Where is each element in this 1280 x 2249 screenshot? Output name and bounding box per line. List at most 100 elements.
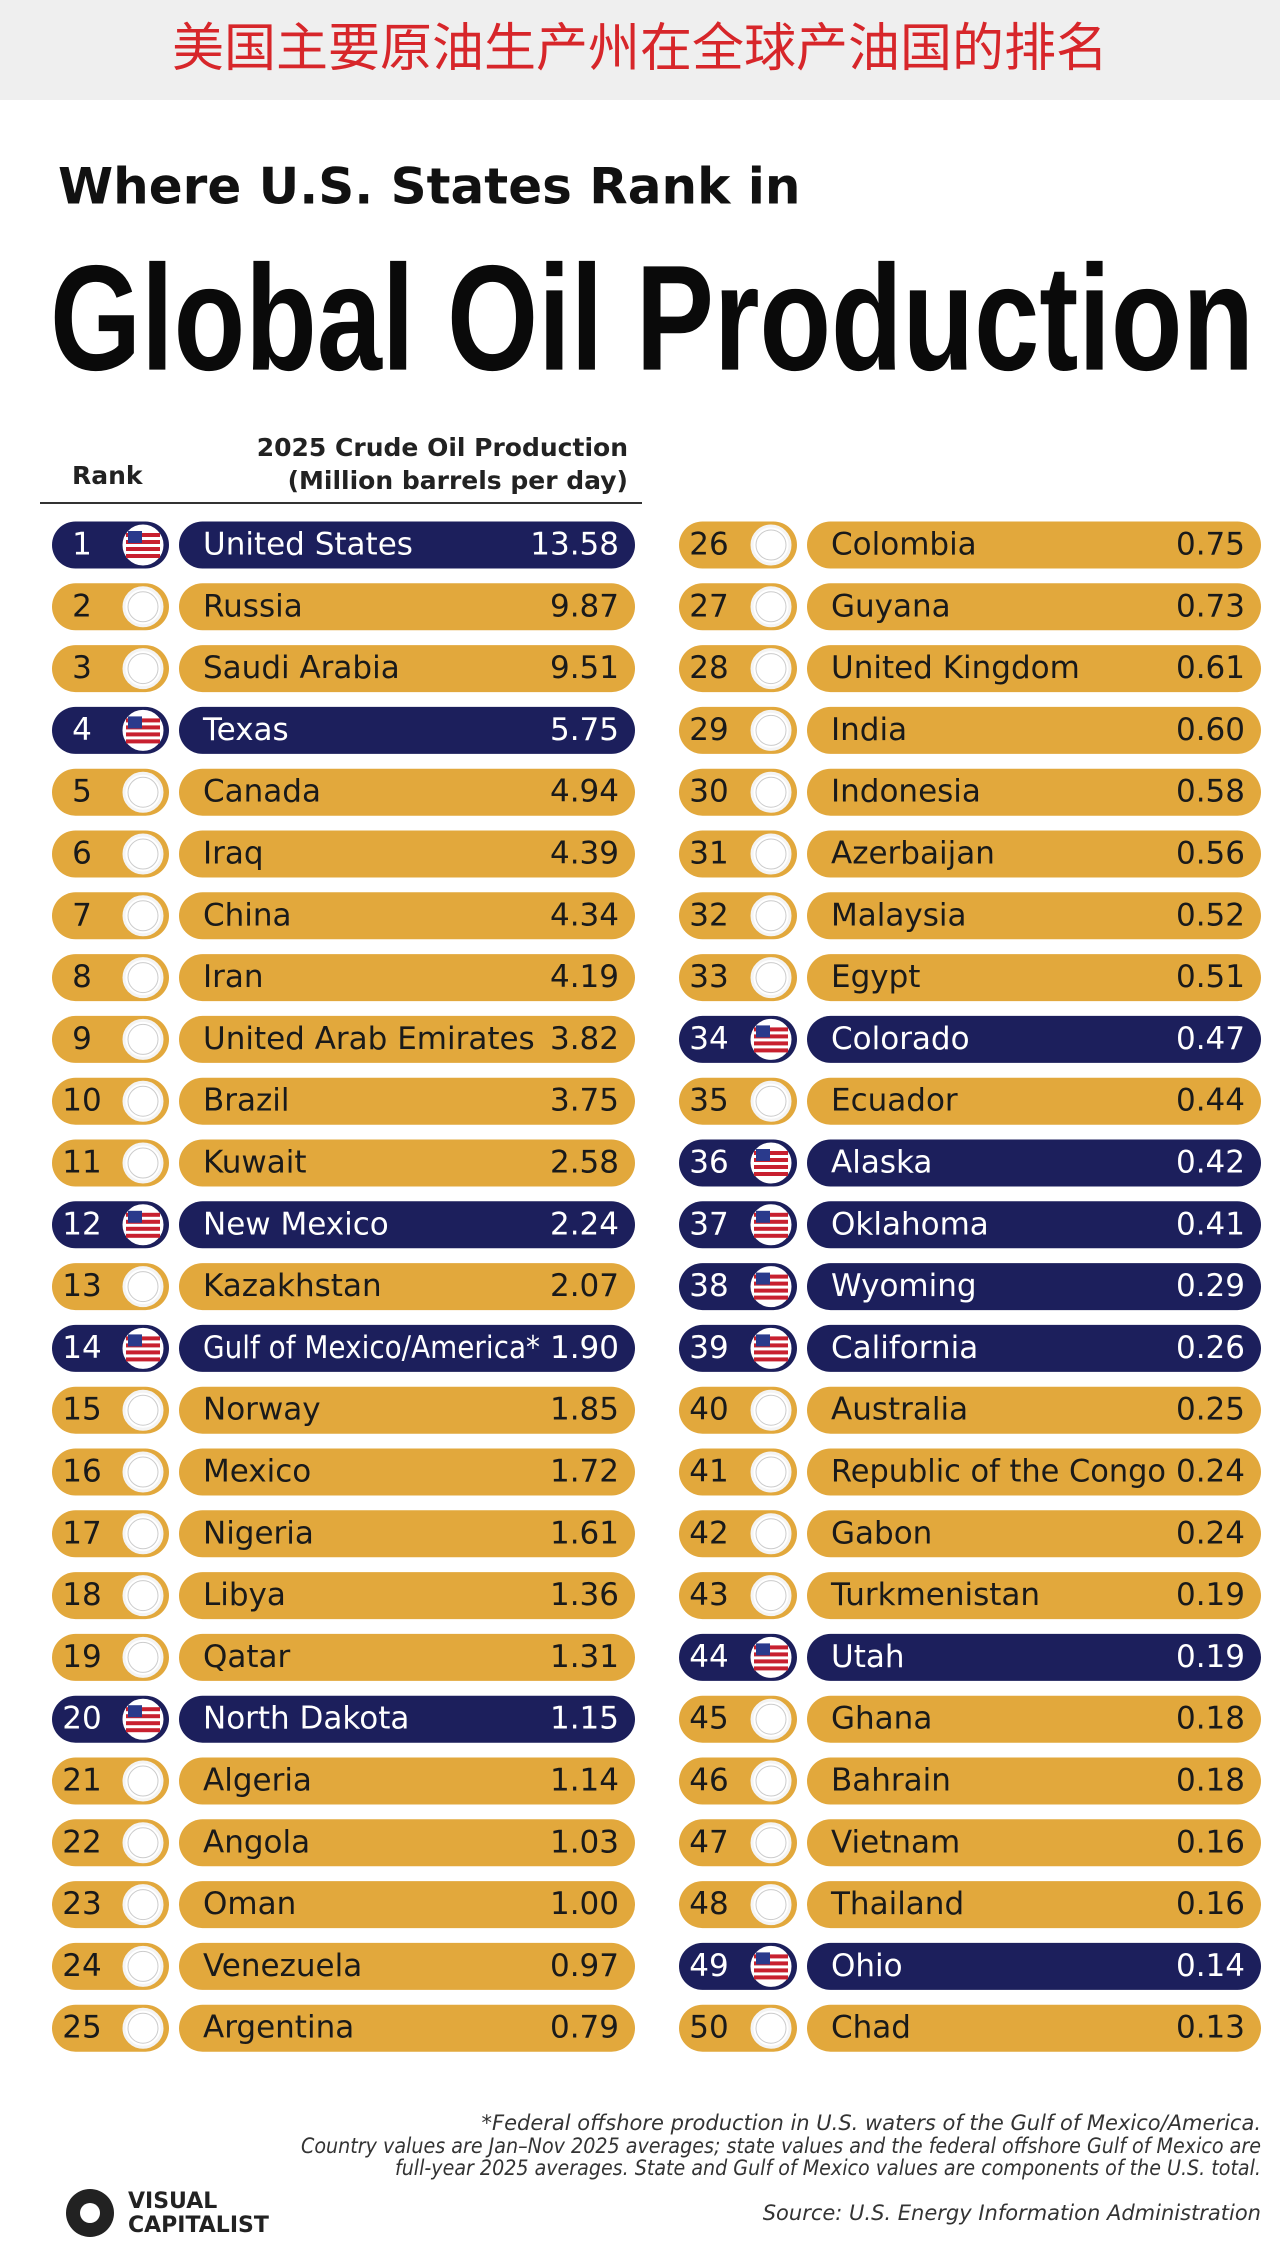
flag-stripe [126,547,160,551]
row: 30 0.58 Indonesia [679,768,1261,816]
rank: 15 [62,1392,101,1428]
row: 23 1.00 Oman [52,1881,635,1929]
rank: 1 [72,527,92,563]
value: 0.24 [1176,1515,1245,1551]
flag-inner [127,1023,159,1055]
flag [122,957,164,999]
flag-stripe [126,1219,160,1224]
value: 0.24 [1176,1454,1245,1490]
flag-inner [755,776,787,808]
flag-stripe [126,1336,160,1341]
value: 4.34 [550,897,619,933]
title-line1: Where U.S. States Rank in [58,158,801,216]
rank: 32 [689,897,728,933]
flag-inner [127,1827,159,1859]
flag-inner [127,1456,159,1488]
name: Nigeria [203,1515,314,1551]
name-pill [807,521,1261,569]
row: 12 2.24 New Mexico [52,1201,635,1249]
flag-stripe [754,1357,788,1362]
rank: 41 [689,1454,728,1490]
row: 20 1.15 North Dakota [52,1695,635,1743]
flag-stripe [126,739,160,744]
value: 0.16 [1176,1886,1245,1922]
flag-stripe [126,1212,160,1217]
rank: 2 [72,588,92,624]
name-pill [179,1633,635,1681]
source: Source: U.S. Energy Information Administ… [763,2201,1261,2225]
flag-stripe [754,1048,788,1053]
name-pill [179,1263,635,1311]
name: Ghana [831,1701,932,1737]
name-pill [807,1077,1261,1125]
name-pill [179,1201,635,1249]
flag-inner [755,1889,787,1921]
row: 35 0.44 Ecuador [679,1077,1261,1125]
rank: 36 [689,1145,728,1181]
rank: 8 [72,959,92,995]
value: 0.44 [1176,1083,1245,1119]
flag [750,1575,792,1617]
row: 45 0.18 Ghana [679,1695,1261,1743]
name-pill [179,1448,635,1496]
flag-canton [756,1025,770,1038]
name-pill [807,1386,1261,1434]
flag-stripe [126,1226,160,1231]
name-pill [807,2004,1261,2052]
name: Russia [203,588,303,624]
row: 22 1.03 Angola [52,1819,635,1867]
value: 0.52 [1176,897,1245,933]
row: 28 0.61 United Kingdom [679,645,1261,693]
flag [122,1575,164,1617]
name-pill [179,1819,635,1867]
flag-canton [756,1643,770,1656]
row: 41 0.24 Republic of the Congo [679,1448,1261,1496]
flag-stripe [126,718,160,723]
value: 1.14 [550,1763,619,1799]
name-pill [179,1572,635,1620]
name-pill [179,1015,635,1063]
flag [750,524,792,566]
value: 0.41 [1176,1206,1245,1242]
flag-inner [755,1580,787,1612]
title-line2: Global Oil Production [50,234,1254,402]
name-pill [807,1881,1261,1929]
flag [750,895,792,937]
flag-inner [127,1085,159,1117]
flag-stripe [754,1645,788,1650]
flag [122,1018,164,1060]
rank: 17 [62,1515,101,1551]
name: Mexico [203,1454,311,1490]
rank: 7 [72,897,92,933]
rank: 22 [62,1824,101,1860]
flag-canton [128,1705,142,1718]
name-pill [179,892,635,940]
banner-title: 美国主要原油生产州在全球产油国的排名 [172,19,1108,79]
name: Venezuela [203,1948,362,1984]
flag [122,1636,164,1678]
name-pill [807,1201,1261,1249]
row: 33 0.51 Egypt [679,954,1261,1002]
value: 1.90 [550,1330,619,1366]
name: Ohio [831,1948,903,1984]
name-pill [179,830,635,878]
flag-stripe [754,1281,788,1286]
name: Oklahoma [831,1206,989,1242]
rank: 25 [62,2010,101,2046]
value: 4.19 [550,959,619,995]
flag-inner [127,1765,159,1797]
name-pill [179,1077,635,1125]
flag-inner [755,1456,787,1488]
flag-canton [756,1149,770,1161]
rank: 3 [72,650,92,686]
flag [122,1822,164,1864]
name: Kuwait [203,1145,307,1181]
row: 36 0.42 Alaska [679,1139,1261,1187]
row: 19 1.31 Qatar [52,1633,635,1681]
flag-stripe [754,1034,788,1039]
rank: 4 [72,712,92,748]
flag-inner [127,1641,159,1673]
name: Gabon [831,1515,932,1551]
row: 31 0.56 Azerbaijan [679,830,1261,878]
